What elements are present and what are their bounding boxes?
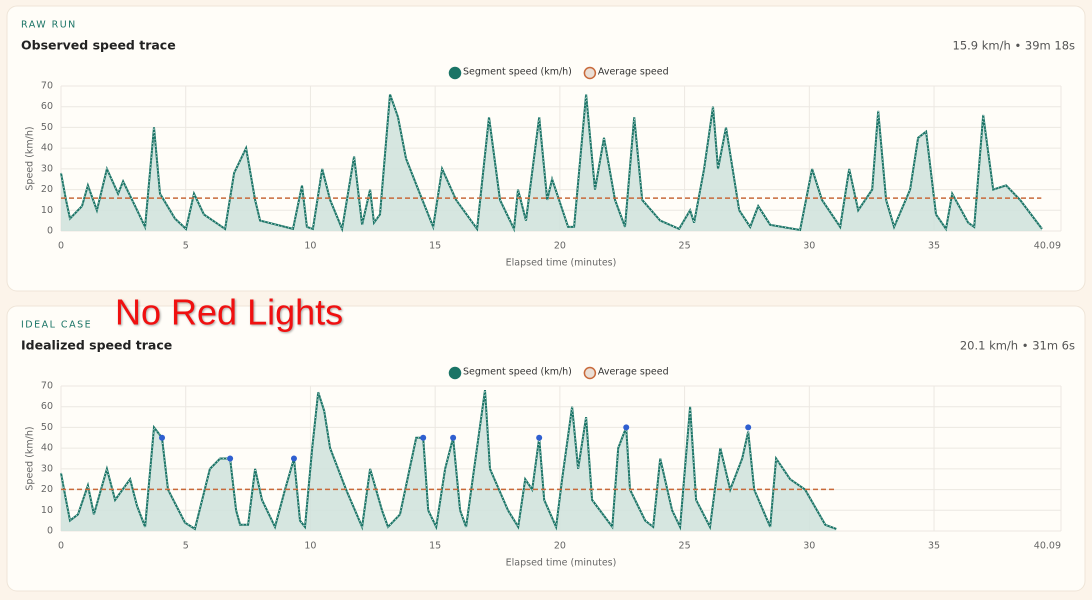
annotation: No Red Lights [115, 292, 343, 333]
x-tick-label: 35 [928, 241, 940, 252]
y-tick-label: 70 [41, 81, 53, 92]
x-tick-label: 10 [304, 541, 316, 552]
y-tick-label: 20 [41, 484, 53, 495]
highlight-point [450, 434, 457, 441]
speed-line-dots [60, 94, 1043, 231]
card-title: Idealized speed trace [21, 338, 172, 353]
x-tick-label: 15 [429, 541, 441, 552]
legend-swatch [583, 366, 597, 380]
y-tick-label: 40 [41, 143, 53, 154]
legend-label: Segment speed (km/h) [463, 367, 572, 378]
highlight-point [420, 434, 427, 441]
highlight-point [536, 434, 543, 441]
x-axis-label: Elapsed time (minutes) [506, 558, 617, 569]
highlight-point [745, 424, 752, 431]
card-title: Observed speed trace [21, 38, 176, 53]
x-tick-label: 35 [928, 541, 940, 552]
card-summary: 20.1 km/h • 31m 6s [960, 339, 1075, 353]
y-tick-label: 50 [41, 422, 53, 433]
y-tick-label: 0 [47, 526, 53, 537]
speed-area [61, 390, 837, 531]
y-tick-label: 60 [41, 101, 53, 112]
legend-label: Average speed [598, 367, 669, 378]
x-tick-label: 25 [679, 241, 691, 252]
y-axis-label: Speed (km/h) [25, 126, 36, 190]
legend-swatch [448, 366, 462, 380]
x-tick-label: 10 [304, 241, 316, 252]
x-tick-label: 30 [803, 541, 815, 552]
y-tick-label: 10 [41, 505, 53, 516]
y-axis-label: Speed (km/h) [25, 426, 36, 490]
highlight-point [227, 455, 234, 462]
highlight-point [623, 424, 630, 431]
y-tick-label: 70 [41, 381, 53, 392]
y-tick-label: 20 [41, 184, 53, 195]
y-tick-label: 50 [41, 122, 53, 133]
speed-area [61, 94, 1043, 231]
x-tick-label: 20 [554, 241, 566, 252]
x-tick-label: 25 [679, 541, 691, 552]
x-tick-label: 20 [554, 541, 566, 552]
legend-label: Average speed [598, 67, 669, 78]
y-tick-label: 40 [41, 443, 53, 454]
legend-swatch [583, 66, 597, 80]
x-tick-label: 40.09 [1034, 241, 1061, 252]
y-tick-label: 30 [41, 463, 53, 474]
y-tick-label: 30 [41, 163, 53, 174]
highlight-point [290, 455, 297, 462]
legend-label: Segment speed (km/h) [463, 67, 572, 78]
x-tick-label: 0 [58, 241, 64, 252]
y-tick-label: 10 [41, 205, 53, 216]
highlight-point [159, 434, 166, 441]
y-tick-label: 60 [41, 401, 53, 412]
x-tick-label: 40.09 [1034, 541, 1061, 552]
x-tick-label: 5 [183, 241, 189, 252]
x-tick-label: 30 [803, 241, 815, 252]
y-tick-label: 0 [47, 226, 53, 237]
speed-line-dots [60, 390, 837, 530]
card-eyebrow: RAW RUN [21, 20, 77, 31]
x-tick-label: 0 [58, 541, 64, 552]
card-summary: 15.9 km/h • 39m 18s [953, 39, 1076, 53]
x-axis-label: Elapsed time (minutes) [506, 258, 617, 269]
x-tick-label: 5 [183, 541, 189, 552]
legend-swatch [448, 66, 462, 80]
card-eyebrow: IDEAL CASE [21, 320, 92, 331]
x-tick-label: 15 [429, 241, 441, 252]
